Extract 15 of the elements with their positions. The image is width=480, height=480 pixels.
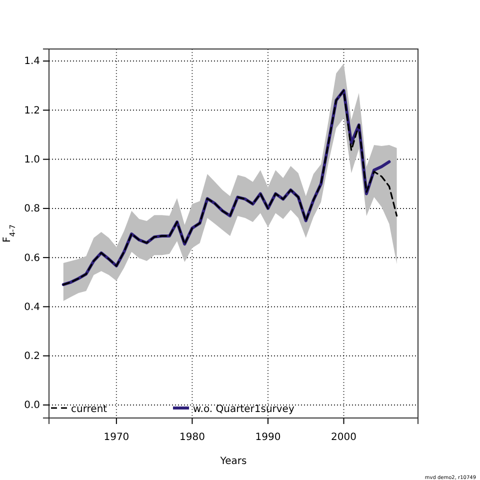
x-axis-title: Years [219,456,247,467]
x-tick-label: 2000 [331,432,356,443]
y-tick-label: 1.4 [24,56,40,68]
y-tick-label: 1.0 [24,154,40,166]
legend-label: current [71,404,108,415]
x-tick-label: 1970 [104,432,130,443]
x-tick-label: 1990 [255,432,281,443]
y-tick-label: 0.0 [24,400,40,412]
y-tick-label: 0.2 [24,351,40,362]
y-tick-label: 0.6 [24,252,40,264]
legend-label: w.o. Quarter1survey [193,404,294,415]
y-tick-label: 0.8 [24,204,40,215]
x-tick-label: 1980 [179,432,205,443]
y-tick-label: 0.4 [24,302,40,313]
y-tick-label: 1.2 [24,105,40,116]
